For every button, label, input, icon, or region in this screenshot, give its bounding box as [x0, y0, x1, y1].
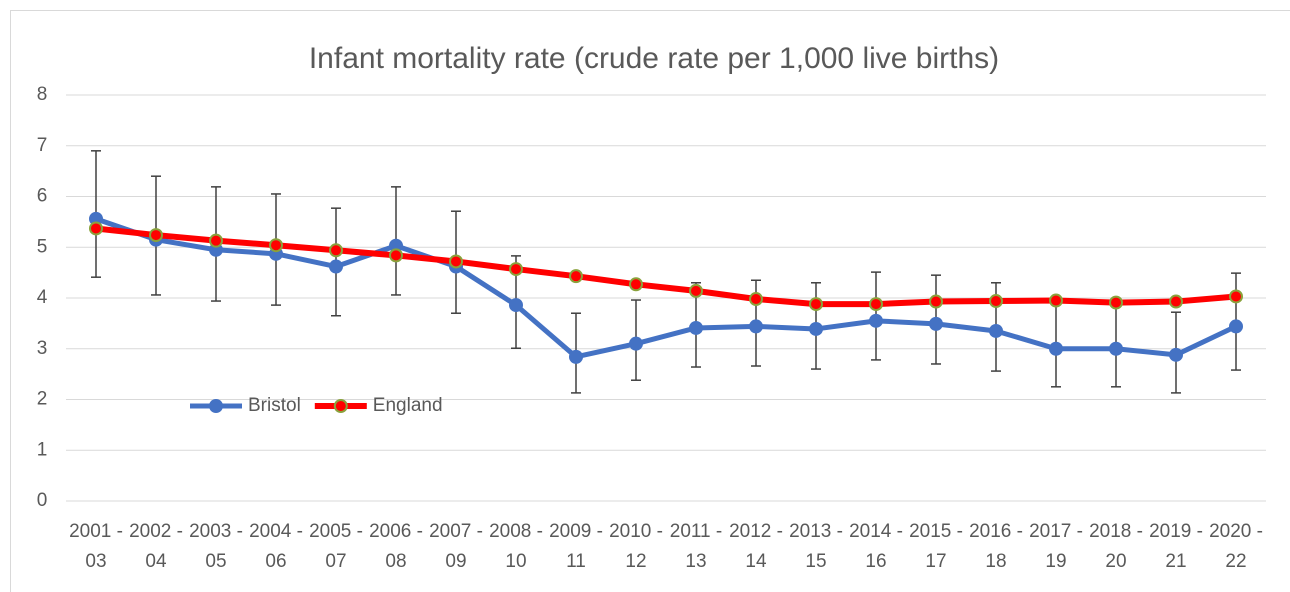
- x-tick-label: 2018 - 20: [1089, 521, 1143, 572]
- point: [329, 243, 343, 258]
- series-line: [95, 216, 1238, 360]
- x-tick-label: 2013 - 15: [789, 521, 843, 572]
- x-tick-label: 2007 - 09: [429, 521, 483, 572]
- point: [149, 228, 163, 243]
- legend-label: England: [373, 395, 443, 416]
- point: [989, 294, 1003, 309]
- point: [389, 248, 403, 263]
- point: [1169, 347, 1183, 362]
- x-tick-label: 2016 - 18: [969, 521, 1023, 572]
- point: [569, 349, 583, 364]
- y-tick-label: 7: [37, 135, 48, 156]
- point: [1049, 293, 1063, 308]
- point: [569, 269, 583, 284]
- y-tick-label: 8: [37, 84, 48, 105]
- legend-label: Bristol: [248, 395, 301, 416]
- x-tick-label: 2003 - 05: [189, 521, 243, 572]
- point: [89, 211, 103, 226]
- y-tick-label: 3: [37, 338, 48, 359]
- x-tick-label: 2005 - 07: [309, 521, 363, 572]
- point: [269, 238, 283, 253]
- point: [89, 221, 103, 236]
- x-tick-label: 2019 - 21: [1149, 521, 1203, 572]
- point: [629, 336, 643, 351]
- x-tick-label: 2008 - 10: [489, 521, 543, 572]
- y-tick-label: 5: [37, 236, 48, 257]
- point: [749, 319, 763, 334]
- y-tick-label: 2: [37, 389, 48, 410]
- point: [929, 294, 943, 309]
- x-tick-label: 2004 - 06: [249, 521, 303, 572]
- point: [329, 259, 343, 274]
- point: [449, 254, 463, 269]
- legend-marker: [333, 399, 348, 413]
- x-tick-label: 2001 - 03: [69, 521, 123, 572]
- point: [1169, 294, 1183, 309]
- x-tick-label: 2015 - 17: [909, 521, 963, 572]
- point: [1049, 341, 1063, 356]
- point: [869, 297, 883, 312]
- point: [1109, 341, 1123, 356]
- point: [689, 320, 703, 335]
- point: [389, 238, 403, 253]
- point: [1229, 289, 1243, 304]
- point: [209, 233, 223, 248]
- x-tick-label: 2011 - 13: [669, 521, 723, 572]
- x-tick-label: 2017 - 19: [1029, 521, 1083, 572]
- x-tick-label: 2014 - 16: [849, 521, 903, 572]
- point: [929, 316, 943, 331]
- x-tick-label: 2012 - 14: [729, 521, 783, 572]
- point: [749, 292, 763, 307]
- legend-marker: [209, 399, 223, 413]
- y-tick-label: 4: [37, 287, 48, 308]
- point: [1109, 295, 1123, 310]
- y-tick-label: 1: [37, 439, 48, 460]
- chart-title: Infant mortality rate (crude rate per 1,…: [309, 42, 999, 75]
- x-tick-label: 2009 - 11: [549, 521, 603, 572]
- x-tick-label: 2010 - 12: [609, 521, 663, 572]
- point: [509, 262, 523, 277]
- point: [509, 298, 523, 313]
- x-tick-label: 2020 - 22: [1209, 521, 1263, 572]
- point: [869, 313, 883, 328]
- point: [809, 297, 823, 312]
- point: [1229, 319, 1243, 334]
- point: [989, 323, 1003, 338]
- y-tick-label: 0: [37, 490, 48, 511]
- series-line: [95, 225, 1237, 308]
- x-tick-label: 2006 - 08: [369, 521, 423, 572]
- y-tick-label: 6: [37, 186, 48, 207]
- point: [689, 283, 703, 298]
- x-tick-label: 2002 - 04: [129, 521, 183, 572]
- point: [809, 321, 823, 336]
- point: [629, 277, 643, 292]
